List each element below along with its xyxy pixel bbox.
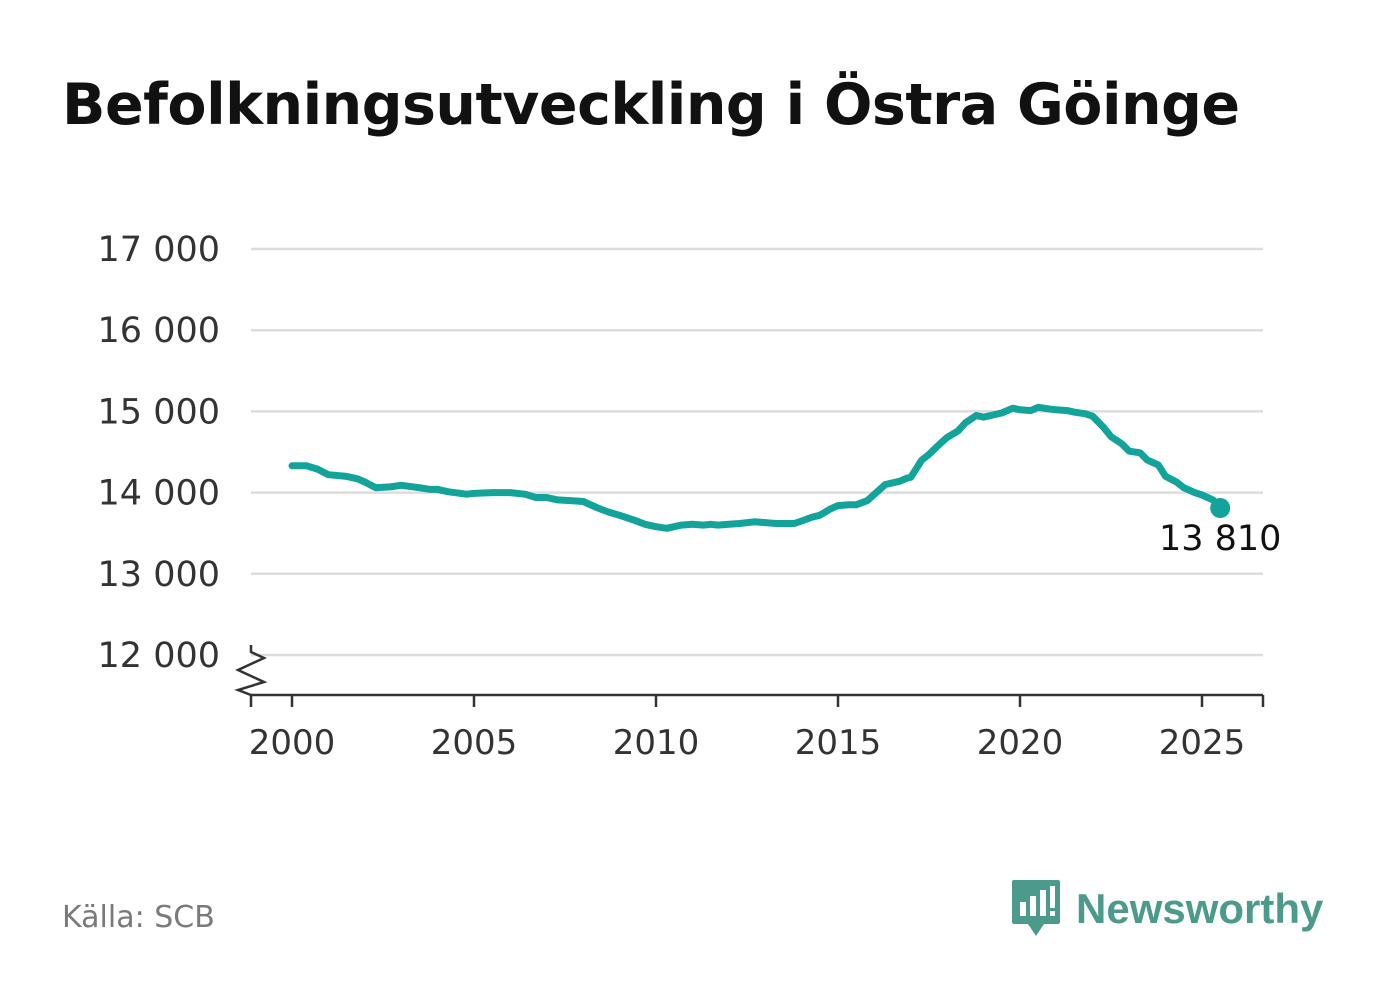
chart-title: Befolkningsutveckling i Östra Göinge (62, 72, 1240, 138)
x-axis: 2000 2005 2010 2015 2020 2025 (234, 645, 1265, 763)
brand-logo: Newsworthy (1010, 878, 1323, 940)
x-tick-label: 2025 (1159, 723, 1246, 763)
x-tick-label: 2000 (249, 723, 336, 763)
series-line (288, 403, 1224, 532)
x-tick-label: 2010 (613, 723, 700, 763)
axis-break-mark (234, 645, 268, 697)
last-value-point (1210, 498, 1231, 519)
source-note: Källa: SCB (62, 900, 215, 935)
x-tick-label: 2020 (977, 723, 1064, 763)
y-tick-label: 12 000 (98, 636, 220, 676)
y-tick-label: 17 000 (98, 230, 220, 270)
y-tick-label: 14 000 (98, 474, 220, 514)
y-tick-label: 16 000 (98, 311, 220, 351)
y-tick-label: 13 000 (98, 555, 220, 595)
x-tick-label: 2015 (795, 723, 882, 763)
last-value-label: 13 810 (1159, 519, 1281, 559)
x-tick-label: 2005 (431, 723, 518, 763)
gridlines (251, 247, 1263, 657)
data-labels: 13 810 (1159, 519, 1281, 559)
chart-bubble-icon (1012, 880, 1060, 936)
series-layer (288, 403, 1231, 532)
y-tick-label: 15 000 (98, 392, 220, 432)
y-axis-ticks: 12 000 13 000 14 000 15 000 16 000 17 000 (98, 230, 220, 676)
brand-name: Newsworthy (1076, 885, 1324, 932)
